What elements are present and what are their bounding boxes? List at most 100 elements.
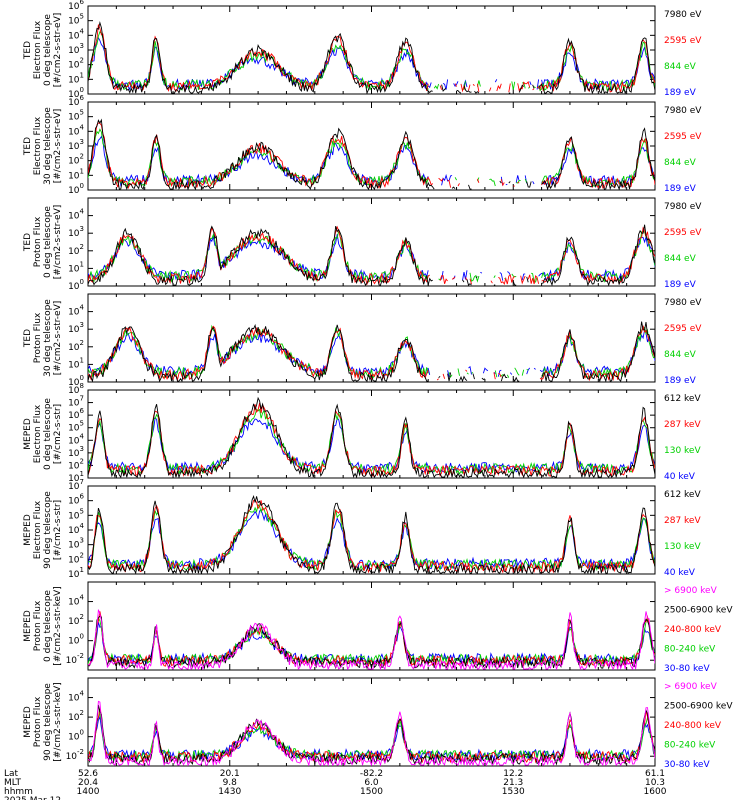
series-line	[88, 499, 655, 574]
x-row-value: 6.0	[364, 778, 379, 788]
legend-label: 240-800 keV	[664, 721, 722, 731]
legend-label: 844 eV	[664, 350, 697, 360]
series-line	[88, 224, 655, 286]
x-row-value: 1400	[77, 787, 100, 797]
date-label: 2025 Mar 12	[4, 796, 61, 800]
y-axis-label: TEDProton Flux0 deg telescope[#/cm2-s-st…	[23, 205, 63, 280]
legend-label: 2595 eV	[664, 324, 702, 334]
x-row-label: hhmm	[4, 787, 33, 797]
legend-label: 287 keV	[664, 420, 701, 430]
y-tick-label: 102	[68, 613, 84, 627]
series-line	[88, 417, 655, 475]
y-tick-label: 101	[68, 71, 84, 85]
series-line	[88, 324, 655, 380]
y-tick-label: 104	[68, 27, 84, 41]
legend-label: 844 eV	[664, 158, 697, 168]
y-tick-label: 104	[68, 304, 84, 318]
y-tick-label: 100	[68, 729, 84, 743]
legend-label: 80-240 keV	[664, 645, 716, 655]
y-axis-label: TEDProton Flux30 deg telescope[#/cm2-s-s…	[23, 299, 63, 377]
y-tick-label: 104	[68, 594, 84, 608]
y-tick-label: 102	[68, 339, 84, 353]
legend-label: 189 eV	[664, 88, 697, 98]
series-line	[88, 609, 655, 670]
y-tick-label: 103	[68, 138, 84, 152]
y-tick-label: 10-2	[66, 652, 84, 666]
y-tick-label: 102	[68, 243, 84, 257]
x-row-label: Lat	[4, 769, 19, 779]
x-row-value: 20.1	[220, 769, 240, 779]
legend-label: 287 keV	[664, 516, 701, 526]
y-tick-label: 100	[68, 633, 84, 647]
y-tick-label: 101	[68, 167, 84, 181]
y-tick-label: 100	[68, 278, 84, 292]
legend-label: > 6900 keV	[664, 682, 718, 692]
y-tick-label: 103	[68, 42, 84, 56]
legend-label: 844 eV	[664, 62, 697, 72]
series-line	[88, 321, 655, 382]
x-row-value: 21.3	[503, 778, 523, 788]
legend-label: 844 eV	[664, 254, 697, 264]
panel-ted-p-0: 100 101 102 103 104 TEDProton Flux0 deg teles…	[23, 197, 702, 292]
x-row-value: 1430	[218, 787, 241, 797]
legend-label: 80-240 keV	[664, 741, 716, 751]
legend-label: 130 keV	[664, 446, 701, 456]
series-line	[88, 700, 655, 766]
y-tick-label: 101	[68, 260, 84, 274]
y-tick-label: 100	[68, 182, 84, 196]
legend-label: 2595 eV	[664, 36, 702, 46]
series-line	[88, 615, 655, 670]
legend-label: 40 keV	[664, 568, 696, 578]
series-line	[88, 118, 655, 190]
y-tick-label: 105	[68, 507, 84, 521]
legend-label: > 6900 keV	[664, 586, 718, 596]
series-line	[88, 402, 655, 478]
y-axis-label: TEDElectron Flux0 deg telescope[#/cm2-s-…	[23, 13, 63, 88]
series-line	[88, 509, 655, 571]
series-line	[88, 617, 655, 667]
y-tick-label: 105	[68, 13, 84, 27]
series-line	[88, 20, 655, 94]
series-line	[88, 708, 655, 764]
y-axis-label: TEDElectron Flux30 deg telescope[#/cm2-s…	[23, 107, 63, 185]
series-line	[88, 30, 655, 92]
y-tick-label: 10-2	[66, 748, 84, 762]
legend-label: 612 keV	[664, 394, 701, 404]
legend-label: 240-800 keV	[664, 625, 722, 635]
y-axis-label: MEPEDProton Flux90 deg telescope[#/cm2-s…	[23, 682, 63, 761]
series-line	[88, 24, 655, 94]
y-tick-label: 102	[68, 57, 84, 71]
legend-label: 189 eV	[664, 280, 697, 290]
legend-label: 2500-6900 keV	[664, 702, 733, 712]
y-tick-label: 102	[68, 551, 84, 565]
legend-label: 7980 eV	[664, 298, 702, 308]
y-tick-label: 104	[68, 123, 84, 137]
series-line	[88, 396, 655, 478]
legend-label: 40 keV	[664, 472, 696, 482]
x-row-value: 20.4	[78, 778, 98, 788]
panel-meped-p-90: 10-2 100 102 104 MEPEDProton Flux90 deg tele…	[23, 677, 733, 770]
legend-label: 189 eV	[664, 184, 697, 194]
y-tick-label: 105	[68, 109, 84, 123]
series-line	[88, 503, 655, 572]
y-tick-label: 103	[68, 537, 84, 551]
series-line	[88, 408, 655, 476]
y-tick-label: 103	[68, 225, 84, 239]
series-line	[88, 128, 655, 188]
legend-label: 7980 eV	[664, 202, 702, 212]
y-tick-label: 102	[68, 709, 84, 723]
x-row-value: 10.3	[645, 778, 665, 788]
x-row-value: 9.8	[223, 778, 238, 788]
x-row-value: 1530	[502, 787, 525, 797]
y-tick-label: 102	[68, 153, 84, 167]
y-tick-label: 101	[68, 356, 84, 370]
x-row-value: 1600	[644, 787, 667, 797]
y-tick-label: 101	[68, 566, 84, 580]
x-row-label: MLT	[4, 778, 22, 788]
x-row-value: 1500	[360, 787, 383, 797]
